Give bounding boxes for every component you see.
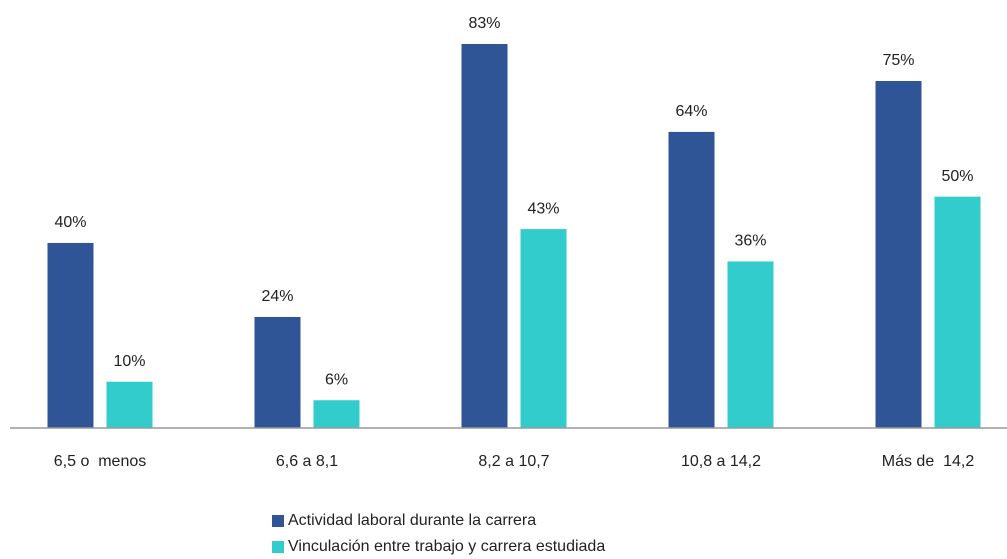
value-label: 83%	[468, 15, 500, 32]
legend-label: Vinculación entre trabajo y carrera estu…	[288, 538, 605, 555]
x-tick-label: 6,6 a 8,1	[276, 453, 338, 470]
legend-swatch	[272, 541, 284, 553]
bar	[727, 261, 774, 428]
legend-label: Actividad laboral durante la carrera	[288, 512, 536, 529]
x-tick-label: 10,8 a 14,2	[681, 453, 761, 470]
value-label: 64%	[675, 103, 707, 120]
value-label: 36%	[734, 233, 766, 250]
bar	[461, 44, 508, 428]
legend-swatch	[272, 515, 284, 527]
bar	[106, 381, 153, 428]
x-tick-label: 8,2 a 10,7	[478, 453, 549, 470]
bar	[47, 242, 94, 428]
bar	[934, 196, 981, 428]
bar	[875, 81, 922, 428]
value-label: 40%	[54, 214, 86, 231]
bar	[313, 400, 360, 428]
value-label: 43%	[527, 200, 559, 217]
bar	[668, 131, 715, 428]
value-label: 10%	[113, 353, 145, 370]
x-tick-label: Más de 14,2	[882, 453, 975, 470]
x-tick-label: 6,5 o menos	[54, 453, 147, 470]
value-label: 75%	[882, 52, 914, 69]
value-label: 24%	[261, 288, 293, 305]
bar	[520, 229, 567, 428]
value-label: 6%	[325, 371, 348, 388]
value-label: 50%	[941, 168, 973, 185]
bar	[254, 316, 301, 428]
